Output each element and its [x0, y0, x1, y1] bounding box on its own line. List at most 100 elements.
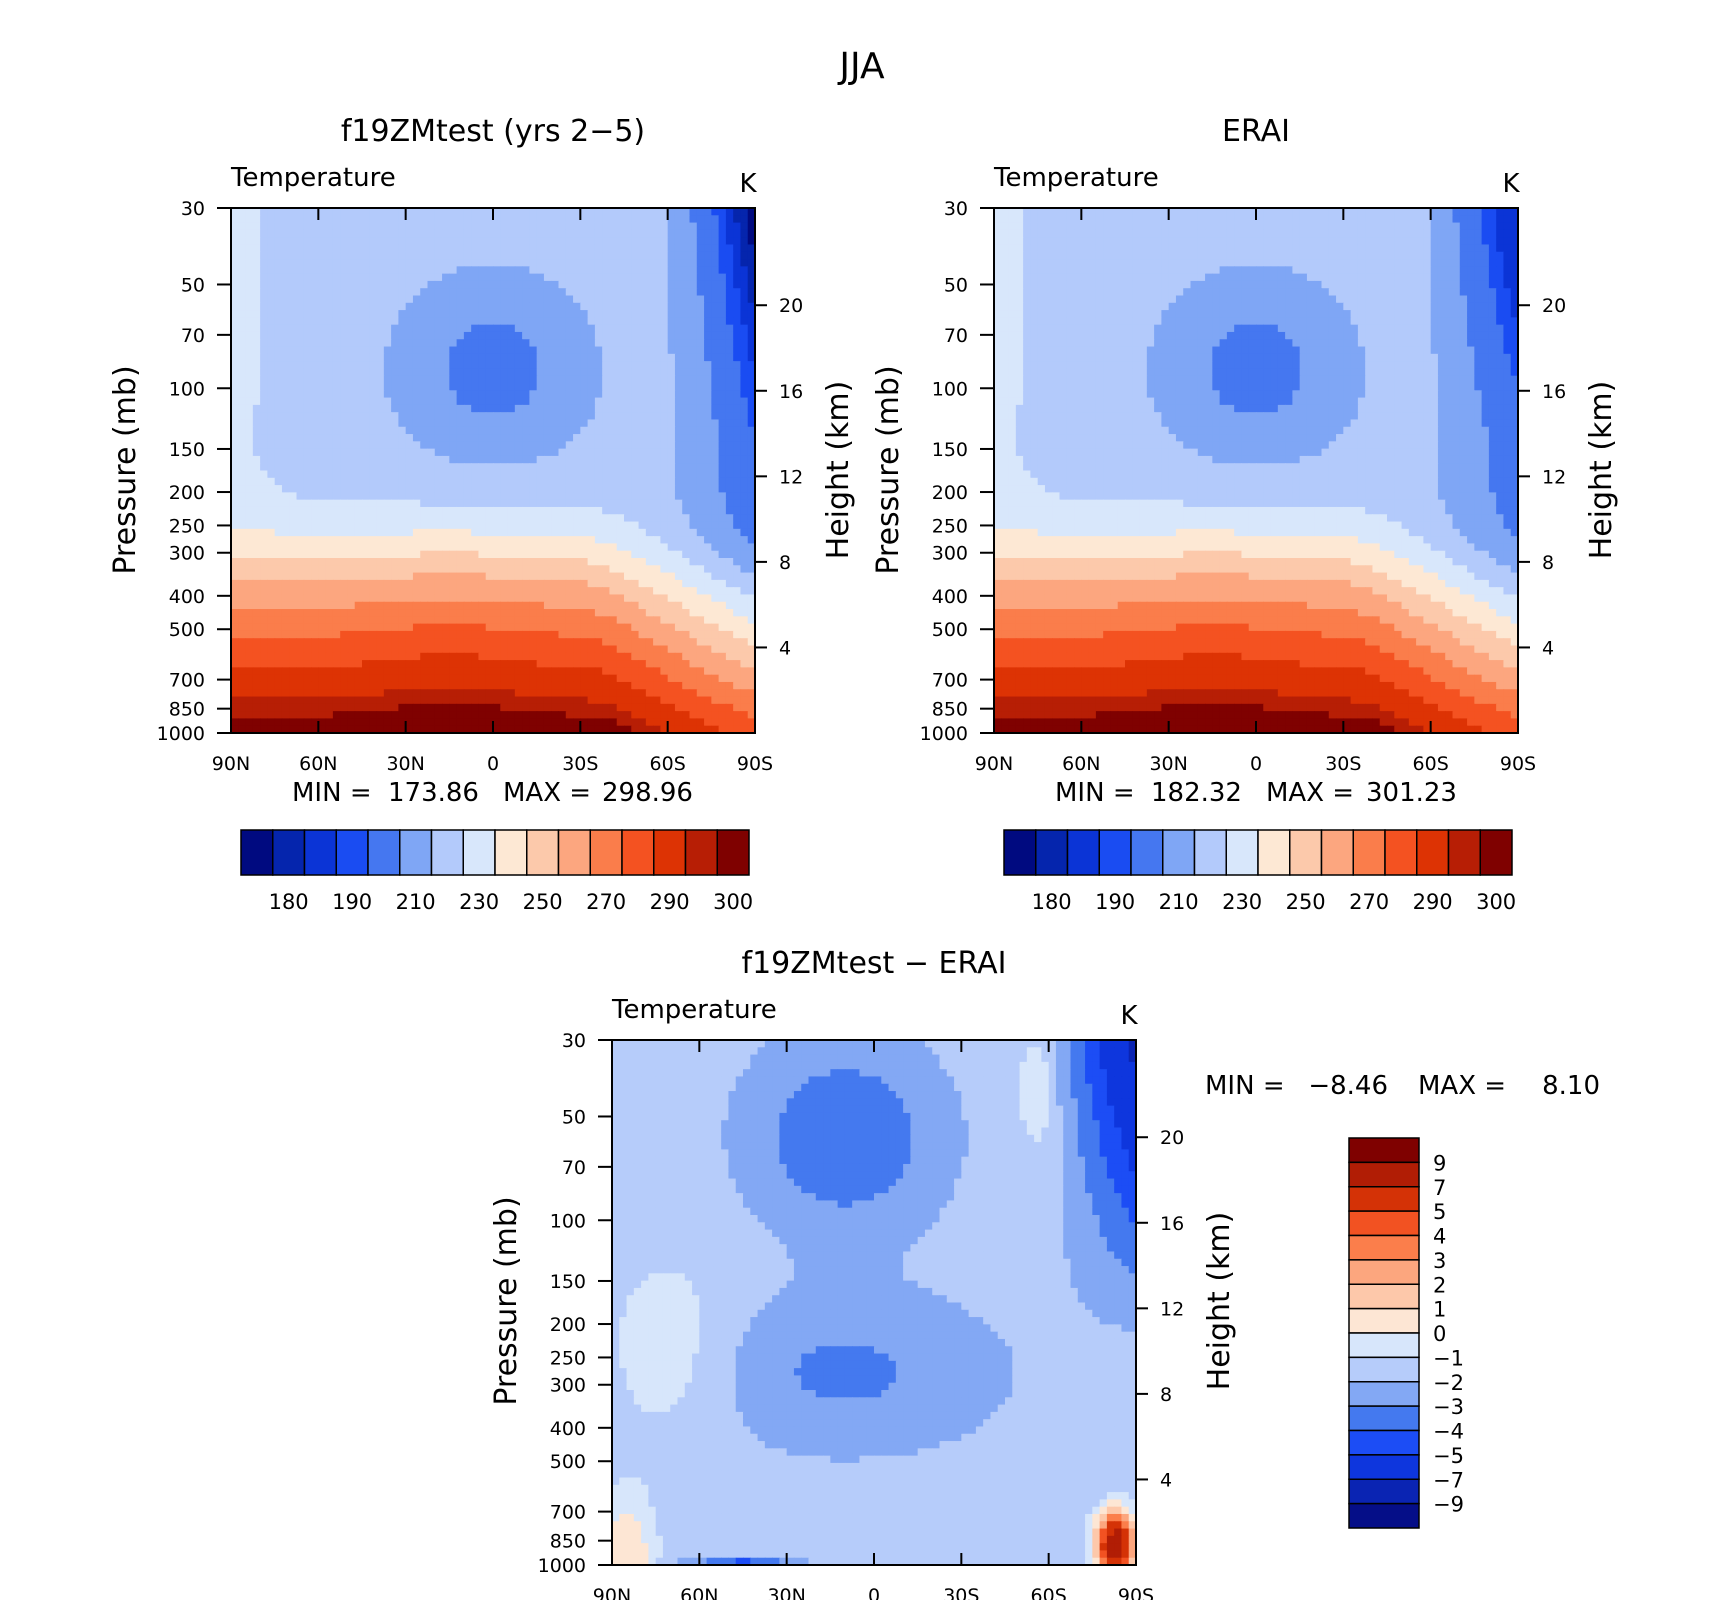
right-tick-label-diff: 16	[1160, 1213, 1184, 1235]
panel-model-contour-field	[231, 208, 755, 733]
y-tick-label-model: 700	[169, 670, 205, 692]
panel-obs-max-value: 301.23	[1366, 778, 1457, 808]
x-tick-label-diff: 90S	[1118, 1585, 1154, 1600]
colorbar-swatch-diff	[1348, 1234, 1420, 1261]
x-tick-label-model: 90S	[737, 753, 773, 775]
colorbar-swatch-diff	[1348, 1186, 1420, 1212]
colorbar-label-model: 190	[332, 890, 372, 914]
colorbar-swatch-diff	[1348, 1454, 1420, 1480]
colorbar-swatch-diff	[1348, 1405, 1420, 1432]
colorbar-label-diff: −9	[1433, 1493, 1464, 1517]
colorbar-swatch-model	[716, 829, 750, 876]
panel-diff-title: f19ZMtest − ERAI	[742, 946, 1007, 981]
panel-model-max-label: MAX =	[503, 778, 591, 808]
colorbar-swatch-model	[557, 829, 591, 876]
y-tick-label-obs: 100	[932, 378, 968, 400]
panel-obs-axes: 90N 60N 30N 0 30S 60S 90S 30 50 70 100 150 200 250 300…	[920, 198, 1567, 775]
right-tick-label-diff: 4	[1160, 1469, 1172, 1491]
right-tick-label-diff: 8	[1160, 1384, 1172, 1406]
colorbar-label-diff: −3	[1433, 1395, 1464, 1419]
right-tick-label-model: 12	[779, 466, 803, 488]
panel-obs-min-value: 182.32	[1151, 778, 1242, 808]
panel-diff-min-label: MIN =	[1205, 1071, 1285, 1101]
y-tick-label-diff: 300	[550, 1375, 586, 1397]
panel-obs-variable-label: Temperature	[993, 163, 1159, 193]
colorbar-swatch-obs	[1416, 829, 1450, 876]
panel-obs-y-axis-label: Pressure (mb)	[871, 365, 906, 574]
colorbar-swatch-obs	[1352, 829, 1386, 876]
panel-model-right-axis-label: Height (km)	[821, 381, 856, 560]
colorbar-label-obs: 190	[1095, 890, 1135, 914]
y-tick-label-obs: 300	[932, 543, 968, 565]
right-tick-label-model: 4	[779, 637, 791, 659]
panel-model-minmax: MIN = 173.86 MAX = 298.96	[292, 778, 693, 808]
y-tick-label-model: 50	[181, 274, 205, 296]
y-tick-label-diff: 50	[562, 1106, 586, 1128]
colorbar-label-diff: 1	[1433, 1298, 1446, 1322]
colorbar-label-diff: −7	[1433, 1468, 1464, 1492]
y-tick-label-obs: 30	[944, 198, 968, 220]
colorbar-swatch-model	[240, 829, 274, 876]
colorbar-swatch-obs	[1003, 829, 1037, 876]
x-tick-label-obs: 30S	[1325, 753, 1361, 775]
colorbar-label-obs: 300	[1476, 890, 1516, 914]
y-tick-label-obs: 1000	[920, 723, 968, 745]
right-tick-label-diff: 12	[1160, 1298, 1184, 1320]
x-tick-label-diff: 30S	[943, 1585, 979, 1600]
y-tick-label-diff: 250	[550, 1347, 586, 1369]
colorbar-label-obs: 270	[1349, 890, 1389, 914]
panel-diff-right-axis-label: Height (km)	[1202, 1212, 1237, 1391]
colorbar-label-obs: 290	[1413, 890, 1453, 914]
colorbar-label-diff: 9	[1433, 1151, 1446, 1175]
panel-diff-max-value: 8.10	[1542, 1071, 1600, 1101]
y-tick-label-diff: 850	[550, 1531, 586, 1553]
colorbar-swatch-diff	[1348, 1429, 1420, 1456]
panel-obs-units-label: K	[1502, 169, 1520, 199]
panel-model-units-label: K	[739, 169, 757, 199]
colorbar-label-model: 180	[269, 890, 309, 914]
colorbar-label-diff: 7	[1433, 1176, 1446, 1200]
x-tick-label-obs: 90S	[1500, 753, 1536, 775]
x-tick-label-model: 60N	[299, 753, 337, 775]
figure-title: JJA	[837, 46, 885, 87]
colorbar-swatch-diff	[1348, 1381, 1420, 1407]
colorbar-label-diff: 3	[1433, 1249, 1446, 1273]
colorbar-swatch-obs	[1384, 829, 1418, 876]
colorbar-swatch-obs	[1225, 829, 1259, 876]
y-tick-label-diff: 400	[550, 1418, 586, 1440]
colorbar-swatch-model	[526, 829, 560, 876]
panel-model-colorbar: 180 190 210 230 250 270 290 300	[240, 829, 753, 914]
x-tick-label-diff: 30N	[767, 1585, 805, 1600]
y-tick-label-diff: 100	[550, 1210, 586, 1232]
x-tick-label-obs: 60S	[1413, 753, 1449, 775]
colorbar-swatch-diff	[1348, 1502, 1420, 1529]
panel-model-variable-label: Temperature	[230, 163, 396, 193]
colorbar-swatch-model	[272, 829, 306, 876]
y-tick-label-model: 250	[169, 515, 205, 537]
y-tick-label-model: 200	[169, 482, 205, 504]
colorbar-swatch-obs	[1066, 829, 1100, 876]
panel-diff-contour-field	[612, 1040, 1136, 1565]
panel-model-axes: 90N 60N 30N 0 30S 60S 90S 30 50 70 100 150 200 250 300…	[157, 198, 804, 775]
x-tick-label-diff: 0	[868, 1585, 880, 1600]
colorbar-swatch-model	[589, 829, 623, 876]
colorbar-label-model: 290	[650, 890, 690, 914]
y-tick-label-obs: 500	[932, 619, 968, 641]
colorbar-swatch-obs	[1193, 829, 1227, 876]
panel-diff-variable-label: Temperature	[611, 995, 777, 1025]
x-tick-label-diff: 60N	[680, 1585, 718, 1600]
colorbar-swatch-obs	[1479, 829, 1513, 876]
colorbar-swatch-diff	[1348, 1137, 1420, 1164]
y-tick-label-obs: 700	[932, 670, 968, 692]
panel-obs-right-axis-label: Height (km)	[1584, 381, 1619, 560]
colorbar-swatch-diff	[1348, 1210, 1420, 1237]
colorbar-label-diff: 0	[1433, 1322, 1446, 1346]
colorbar-swatch-model	[430, 829, 464, 876]
right-tick-label-obs: 8	[1542, 552, 1554, 574]
colorbar-swatch-diff	[1348, 1161, 1420, 1188]
colorbar-label-diff: −4	[1433, 1420, 1464, 1444]
y-tick-label-diff: 30	[562, 1030, 586, 1052]
colorbar-label-model: 230	[459, 890, 499, 914]
y-tick-label-diff: 150	[550, 1271, 586, 1293]
panel-obs-minmax: MIN = 182.32 MAX = 301.23	[1055, 778, 1457, 808]
